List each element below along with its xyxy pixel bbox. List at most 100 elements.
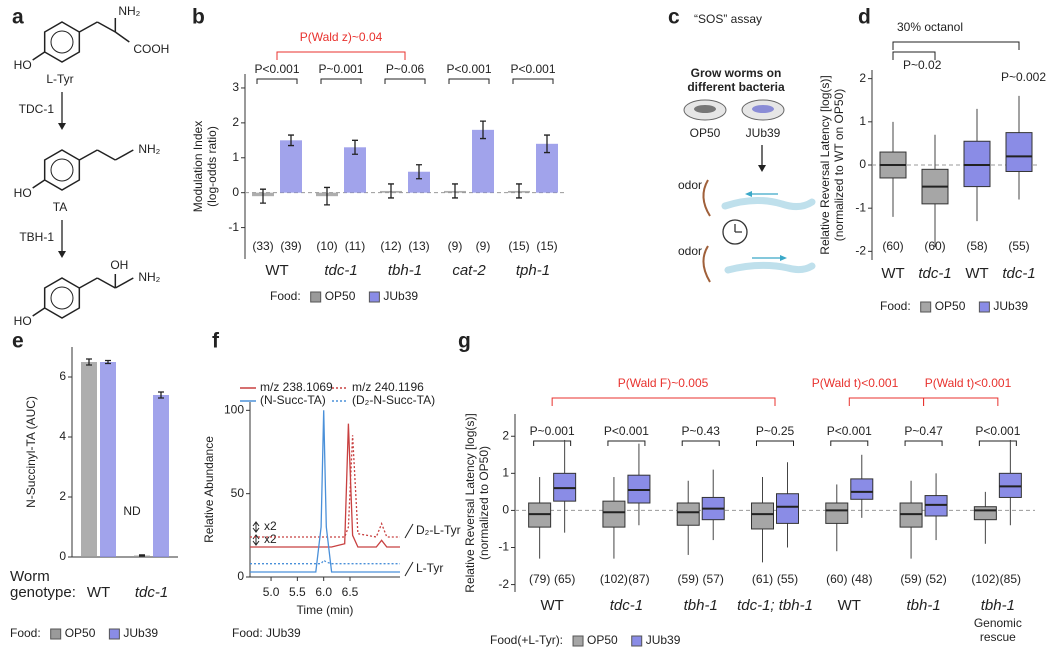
y-tick-label: 0	[859, 157, 866, 171]
n-label: (85)	[1000, 572, 1021, 586]
comparison-bracket	[551, 397, 776, 406]
odor-label: odor	[678, 178, 702, 192]
p-bracket	[756, 440, 794, 446]
p-value: P<0.001	[975, 424, 1020, 438]
y-tick-label: -1	[498, 540, 509, 554]
error-bar	[139, 554, 145, 557]
annotation: L-Tyr	[416, 561, 443, 575]
plate-label: OP50	[690, 126, 721, 140]
p-bracket	[607, 440, 646, 446]
error-bar	[158, 391, 164, 399]
n-label: (48)	[851, 572, 872, 586]
annotation: D₂-L-Tyr	[416, 523, 461, 537]
y-axis-label: (normalized to OP50)	[477, 446, 491, 560]
substituent: NH₂	[138, 270, 160, 284]
n-label: (15)	[536, 239, 557, 253]
n-label: (9)	[476, 239, 491, 253]
bond	[96, 277, 116, 289]
substituent: COOH	[133, 42, 169, 56]
x-tick-label: 6.0	[315, 585, 332, 599]
panel-label: f	[212, 330, 220, 353]
x-axis-label: Time (min)	[297, 603, 354, 617]
panel-label: b	[192, 6, 205, 29]
n-label: (58)	[966, 239, 987, 253]
n-label: (52)	[925, 572, 946, 586]
p-value: P~0.25	[756, 424, 795, 438]
error-bar	[516, 183, 522, 199]
chart-title: 30% octanol	[897, 20, 963, 34]
legend-title: Food:	[270, 289, 301, 303]
bar	[280, 140, 302, 193]
legend-title: Food(+L-Tyr):	[490, 633, 563, 647]
y-tick-label: 100	[224, 403, 244, 417]
enzyme: TDC-1	[19, 102, 55, 116]
n-label: (102)	[971, 572, 999, 586]
legend-swatch	[368, 291, 380, 303]
p-bracket	[830, 440, 869, 446]
annotation: x2	[264, 532, 277, 546]
comparison-bracket	[276, 51, 406, 60]
bar	[408, 171, 430, 193]
bond	[32, 179, 46, 189]
x-tick-label: tdc-1; tbh-1	[737, 597, 813, 614]
box	[751, 502, 774, 530]
p-value: P~0.001	[318, 62, 363, 76]
panel-label: c	[668, 6, 680, 29]
y-tick-label: 4	[59, 429, 66, 443]
lawn	[752, 105, 774, 113]
legend-label: OP50	[935, 299, 966, 313]
y-tick-label: 1	[232, 150, 239, 164]
n-label: (11)	[345, 239, 365, 253]
y-axis-label: N-Succinyl-TA (AUC)	[24, 396, 38, 508]
error-bar	[86, 358, 92, 366]
legend-swatch	[310, 291, 322, 303]
y-tick-label: 1	[502, 466, 509, 480]
benzene-ring	[43, 21, 81, 63]
n-label: (65)	[554, 572, 575, 586]
bar	[472, 129, 494, 193]
legend-label: JUb39	[646, 633, 681, 647]
annotation: ND	[123, 504, 141, 518]
n-label: (15)	[508, 239, 529, 253]
chromatogram-line	[250, 435, 400, 538]
n-label: (87)	[628, 572, 649, 586]
legend-swatch	[920, 301, 932, 313]
box	[850, 478, 874, 500]
bar	[153, 395, 169, 557]
legend-swatch	[108, 628, 120, 640]
y-axis-label: (log-odds ratio)	[205, 126, 219, 207]
chromatogram-line	[250, 410, 400, 573]
p-bracket	[448, 78, 490, 84]
x-tick-label: tdc-1	[1002, 265, 1035, 282]
x-tick-label: 5.5	[289, 585, 306, 599]
y-tick-label: 6	[59, 369, 66, 383]
y-tick-label: 2	[59, 489, 66, 503]
p-value: P<0.001	[827, 424, 872, 438]
box	[963, 140, 991, 188]
comparison-label: P(Wald t)<0.001	[812, 376, 899, 390]
x-tick-label: tbh-1	[906, 597, 940, 614]
bond	[78, 21, 98, 33]
y-tick-label: 2	[502, 428, 509, 442]
x-tick-label: WT	[965, 265, 988, 282]
p-bracket	[512, 78, 554, 84]
arrowhead	[58, 251, 66, 258]
x-tick-label: tdc-1	[135, 584, 168, 601]
label-slash	[404, 523, 414, 539]
error-bar	[480, 120, 486, 140]
clock-hands	[734, 224, 742, 233]
y-tick-label: 50	[231, 486, 245, 500]
n-label: (59)	[678, 572, 699, 586]
x-tick-label: WT	[87, 584, 110, 601]
bond	[78, 277, 98, 289]
worm	[721, 197, 816, 211]
p-bracket	[904, 440, 943, 446]
comparison-label: P(Wald F)~0.005	[618, 376, 709, 390]
y-axis-label: (normalized to WT on OP50)	[832, 89, 846, 242]
x-tick-label: 6.5	[342, 585, 359, 599]
error-bar	[388, 183, 394, 199]
bond	[96, 149, 116, 161]
bond	[78, 149, 98, 161]
annotation: x2	[264, 519, 277, 533]
